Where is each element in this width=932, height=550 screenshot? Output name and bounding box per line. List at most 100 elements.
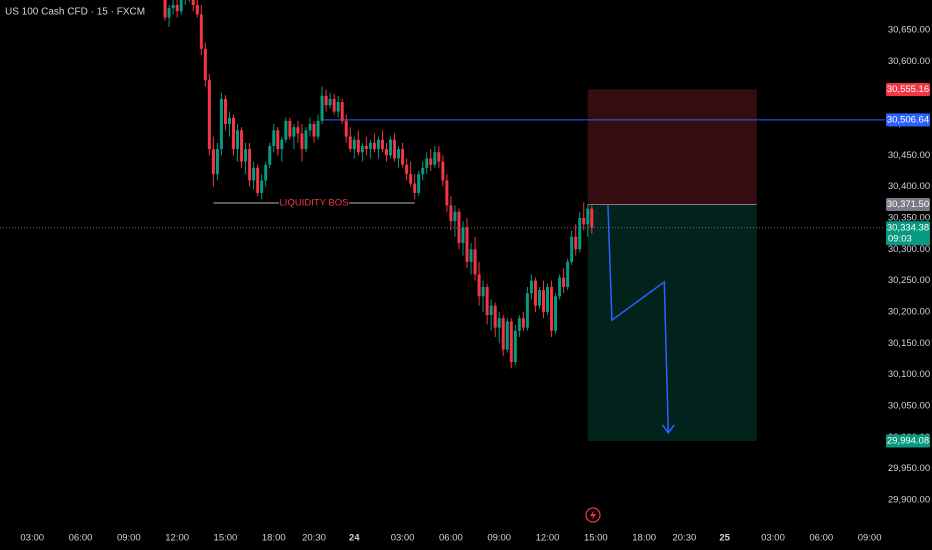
candle-body [401,149,405,165]
candle-body [574,236,578,250]
y-tick-label: 30,300.00 [888,244,930,255]
liquidity-label-bg [279,195,350,210]
candle-body [199,14,203,49]
x-tick-label: 20:30 [673,533,697,544]
candle-body [578,217,582,250]
candle-body [425,158,429,168]
candle-body [324,95,328,106]
plot-area: LIQUIDITY BOS [0,0,885,441]
candle-body [356,139,360,153]
candle-body [590,208,594,228]
candle-body [429,158,433,165]
candle-body [509,321,513,363]
candle-body [316,120,320,137]
candle-body [409,174,413,184]
candle-body [344,120,348,137]
candle-body [308,124,312,131]
x-tick-label: 06:00 [809,533,833,544]
candle-body [517,318,521,331]
last-price-badge [886,221,930,246]
y-tick-label: 30,450.00 [888,150,930,161]
x-tick-label: 03:00 [20,533,44,544]
candle-body [272,130,276,146]
candle-body [364,145,368,150]
candle-body [521,318,525,328]
candle-body [232,117,236,150]
candle-body [207,80,211,150]
candle-body [280,139,284,150]
candle-body [240,130,244,162]
candle-body [304,130,308,150]
candle-body [191,0,195,6]
candle-body [445,180,449,206]
candle-body [413,183,417,193]
x-tick-label: 18:00 [632,533,656,544]
liquidity-label: LIQUIDITY BOS [280,197,349,208]
candle-body [501,318,505,350]
candle-body [227,117,231,125]
candle-body [320,95,324,121]
candle-body [167,8,171,18]
candle-body [566,261,570,287]
x-tick-label: 09:00 [487,533,511,544]
candle-body [453,211,457,222]
projection-arrow [607,204,670,433]
candle-body [405,164,409,175]
last-price-label: 30,334.38 [887,222,929,233]
candle-body [384,149,388,156]
candle-body [465,227,469,262]
x-tick-label: 25 [719,533,730,544]
x-tick-label: 24 [349,533,360,544]
candle-body [582,217,586,225]
candle-body [223,98,227,125]
x-tick-label: 06:00 [69,533,93,544]
alert-bolt [590,510,596,520]
candle-body [332,98,336,112]
target-zone [587,204,757,441]
candle-body [513,330,517,363]
candle-body [449,205,453,222]
x-tick-label: 20:30 [302,533,326,544]
target-badge [886,434,930,448]
y-tick-label: 30,100.00 [888,369,930,380]
candle-body [312,124,316,137]
y-tick-label: 29,900.00 [888,494,930,505]
candle-body [268,145,272,165]
candle-body [417,174,421,193]
candle-body [389,139,393,156]
y-tick-label: 30,350.00 [888,213,930,224]
last-price-countdown: 09:03 [888,233,912,244]
candle-body [300,133,304,150]
candle-body [328,98,332,106]
x-tick-label: 03:00 [761,533,785,544]
candle-body [244,149,248,162]
x-tick-label: 06:00 [439,533,463,544]
candle-body [348,136,352,150]
alert-icon [585,507,601,523]
y-tick-label: 30,400.00 [888,181,930,192]
candle-body [284,120,288,140]
stop-zone [587,89,757,205]
x-tick-label: 09:00 [117,533,141,544]
candle-body [541,290,545,312]
candle-body [252,167,256,181]
candle-body [554,296,558,331]
candle-body [497,318,501,328]
arrow-head [661,424,675,435]
candle-body [215,149,219,175]
candle-body [546,286,550,312]
candle-body [360,145,364,153]
candle-body [368,142,372,150]
candle-body [292,127,296,137]
candle-body [163,0,167,18]
y-tick-label: 30,200.00 [888,306,930,317]
candle-body [336,102,340,112]
x-tick-label: 03:00 [391,533,415,544]
candle-body [352,139,356,150]
stop-badge [886,82,930,96]
candle-body [457,211,461,244]
y-tick-label: 30,650.00 [888,25,930,36]
x-tick-label: 15:00 [584,533,608,544]
